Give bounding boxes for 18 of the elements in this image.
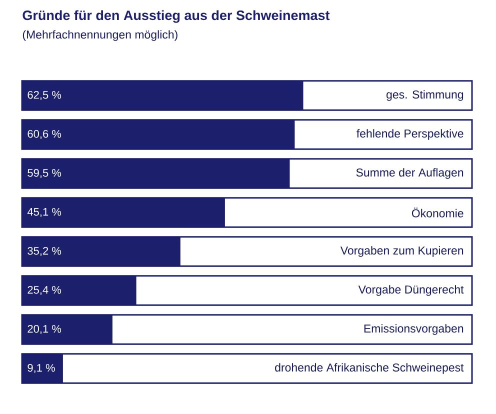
data-label: 25,4 % — [28, 286, 62, 296]
y-tick-label: Vorgaben zum Kupieren — [340, 246, 464, 257]
y-tick-label: fehlende Perspektive — [356, 129, 464, 140]
chart-subtitle: (Mehrfachnennungen möglich) — [22, 30, 178, 41]
y-tick-label: drohende Afrikanische Schweinepest — [275, 363, 464, 374]
chart-title: Gründe für den Ausstieg aus der Schweinemast — [22, 10, 330, 23]
data-label: 62,5 % — [28, 90, 62, 100]
y-tick-label: Ökonomie — [412, 208, 464, 218]
y-tick-label: Vorgabe Düngerecht — [358, 285, 464, 296]
data-label: 9,1 % — [28, 364, 55, 374]
y-tick-label: Summe der Auflagen — [356, 168, 464, 179]
data-label: 35,2 % — [28, 246, 62, 256]
y-tick-label: ges. Stimmung — [386, 90, 464, 101]
y-tick-label: Emissionsvorgaben — [364, 324, 464, 335]
data-label: 60,6 % — [28, 130, 62, 140]
data-label: 45,1 % — [27, 208, 62, 218]
data-label: 20,1 % — [28, 324, 62, 334]
data-label: 59,5 % — [28, 168, 62, 178]
